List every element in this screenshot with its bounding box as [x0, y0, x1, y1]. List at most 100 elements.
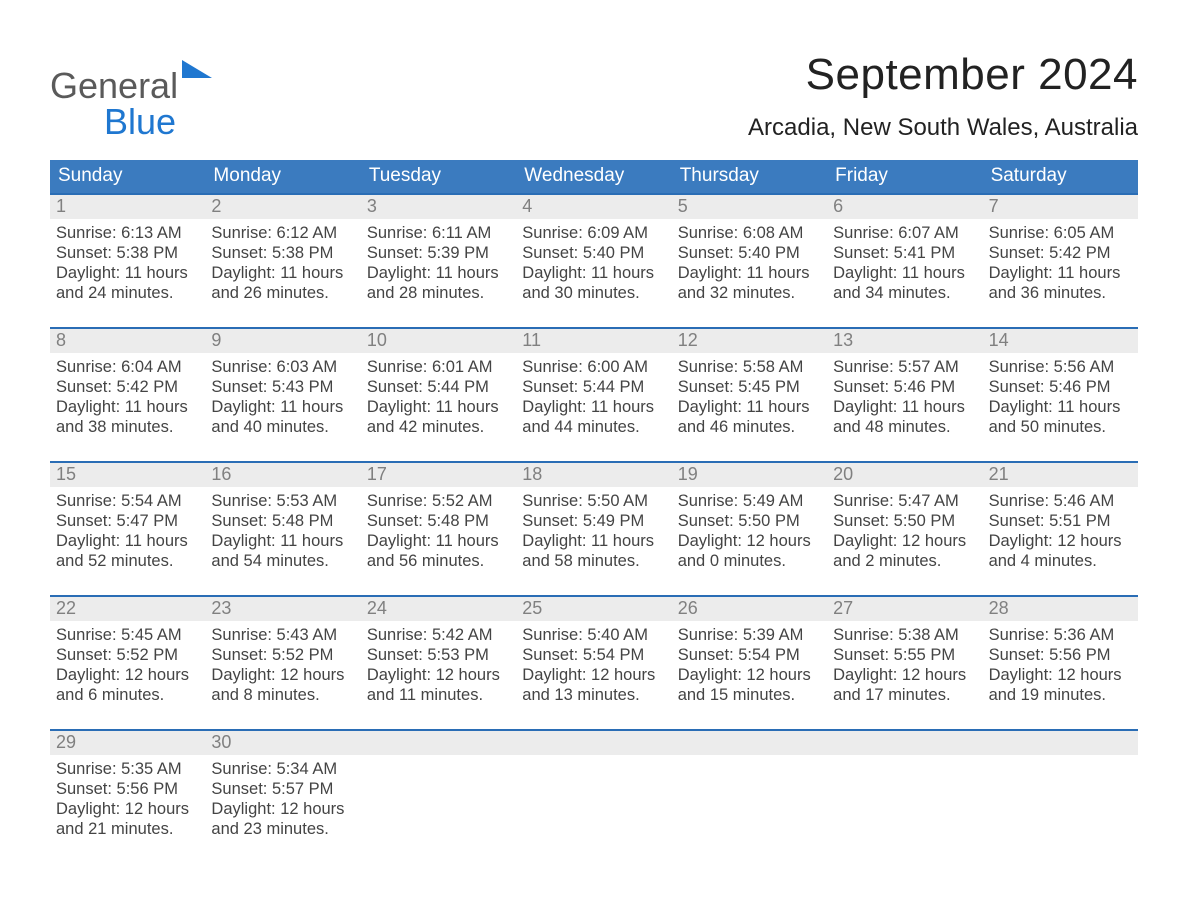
day-cell: 17Sunrise: 5:52 AMSunset: 5:48 PMDayligh…	[361, 463, 516, 581]
day-cell: 9Sunrise: 6:03 AMSunset: 5:43 PMDaylight…	[205, 329, 360, 447]
day-body: Sunrise: 6:09 AMSunset: 5:40 PMDaylight:…	[516, 219, 671, 308]
daylight-line: Daylight: 12 hours and 23 minutes.	[211, 799, 354, 839]
day-cell	[983, 731, 1138, 849]
location: Arcadia, New South Wales, Australia	[748, 114, 1138, 142]
day-number: 28	[983, 597, 1138, 621]
sunrise-line: Sunrise: 5:49 AM	[678, 491, 821, 511]
day-body: Sunrise: 5:52 AMSunset: 5:48 PMDaylight:…	[361, 487, 516, 576]
sunrise-line: Sunrise: 6:13 AM	[56, 223, 199, 243]
daylight-line: Daylight: 12 hours and 11 minutes.	[367, 665, 510, 705]
day-body: Sunrise: 5:49 AMSunset: 5:50 PMDaylight:…	[672, 487, 827, 576]
daylight-line: Daylight: 11 hours and 58 minutes.	[522, 531, 665, 571]
sunrise-line: Sunrise: 5:34 AM	[211, 759, 354, 779]
daylight-line: Daylight: 11 hours and 24 minutes.	[56, 263, 199, 303]
sunrise-line: Sunrise: 6:07 AM	[833, 223, 976, 243]
logo-word-2: Blue	[104, 101, 176, 142]
day-number: 23	[205, 597, 360, 621]
dow-cell: Saturday	[983, 160, 1138, 193]
day-number: 17	[361, 463, 516, 487]
day-cell: 23Sunrise: 5:43 AMSunset: 5:52 PMDayligh…	[205, 597, 360, 715]
day-number	[361, 731, 516, 755]
daylight-line: Daylight: 11 hours and 46 minutes.	[678, 397, 821, 437]
day-cell: 27Sunrise: 5:38 AMSunset: 5:55 PMDayligh…	[827, 597, 982, 715]
day-number: 30	[205, 731, 360, 755]
daylight-line: Daylight: 12 hours and 13 minutes.	[522, 665, 665, 705]
dow-header: SundayMondayTuesdayWednesdayThursdayFrid…	[50, 160, 1138, 193]
dow-cell: Sunday	[50, 160, 205, 193]
day-number: 2	[205, 195, 360, 219]
day-cell: 25Sunrise: 5:40 AMSunset: 5:54 PMDayligh…	[516, 597, 671, 715]
daylight-line: Daylight: 12 hours and 21 minutes.	[56, 799, 199, 839]
sunrise-line: Sunrise: 5:43 AM	[211, 625, 354, 645]
day-number: 15	[50, 463, 205, 487]
day-number: 18	[516, 463, 671, 487]
week-row: 15 Sunrise: 5:54 AMSunset: 5:47 PM Dayligh…	[50, 461, 1138, 581]
sunrise-line: Sunrise: 6:12 AM	[211, 223, 354, 243]
daylight-line: Daylight: 12 hours and 0 minutes.	[678, 531, 821, 571]
sunset-line: Sunset: 5:46 PM	[989, 377, 1132, 397]
week-row: 8Sunrise: 6:04 AMSunset: 5:42 PMDaylight…	[50, 327, 1138, 447]
daylight-line: Daylight: 11 hours and 30 minutes.	[522, 263, 665, 303]
sunset-line: Sunset: 5:41 PM	[833, 243, 976, 263]
daylight-line: Daylight: 11 hours and 38 minutes.	[56, 397, 199, 437]
day-body: Sunrise: 5:53 AMSunset: 5:48 PMDaylight:…	[205, 487, 360, 576]
day-number: 11	[516, 329, 671, 353]
daylight-line: Daylight: 11 hours and 40 minutes.	[211, 397, 354, 437]
sunrise-line: Sunrise: 6:04 AM	[56, 357, 199, 377]
sunrise-line: Sunrise: 5:54 AM	[56, 491, 199, 511]
day-number: 3	[361, 195, 516, 219]
day-cell: 5Sunrise: 6:08 AMSunset: 5:40 PMDaylight…	[672, 195, 827, 313]
daylight-line: Daylight: 11 hours and 26 minutes.	[211, 263, 354, 303]
day-body: Sunrise: 6:13 AMSunset: 5:38 PMDaylight:…	[50, 219, 205, 308]
daylight-line: Daylight: 12 hours and 2 minutes.	[833, 531, 976, 571]
sunset-line: Sunset: 5:48 PM	[367, 511, 510, 531]
day-body: Sunrise: 5:57 AMSunset: 5:46 PMDaylight:…	[827, 353, 982, 442]
sunrise-line: Sunrise: 5:40 AM	[522, 625, 665, 645]
sunset-line: Sunset: 5:57 PM	[211, 779, 354, 799]
daylight-line: Daylight: 11 hours and 28 minutes.	[367, 263, 510, 303]
sunrise-line: Sunrise: 5:53 AM	[211, 491, 354, 511]
day-cell	[672, 731, 827, 849]
sunrise-line: Sunrise: 5:35 AM	[56, 759, 199, 779]
day-body: Sunrise: 5:45 AMSunset: 5:52 PMDaylight:…	[50, 621, 205, 710]
week-row: 29Sunrise: 5:35 AMSunset: 5:56 PMDayligh…	[50, 729, 1138, 849]
day-body: Sunrise: 5:35 AMSunset: 5:56 PMDaylight:…	[50, 755, 205, 844]
sunrise-line: Sunrise: 5:58 AM	[678, 357, 821, 377]
sunset-line: Sunset: 5:56 PM	[989, 645, 1132, 665]
sunset-line: Sunset: 5:56 PM	[56, 779, 199, 799]
day-cell: 10Sunrise: 6:01 AMSunset: 5:44 PMDayligh…	[361, 329, 516, 447]
sunset-line: Sunset: 5:46 PM	[833, 377, 976, 397]
sunset-line: Sunset: 5:42 PM	[56, 377, 199, 397]
daylight-line: Daylight: 12 hours and 17 minutes.	[833, 665, 976, 705]
day-cell: 19Sunrise: 5:49 AMSunset: 5:50 PMDayligh…	[672, 463, 827, 581]
sunset-line: Sunset: 5:50 PM	[678, 511, 821, 531]
day-body: Sunrise: 5:42 AMSunset: 5:53 PMDaylight:…	[361, 621, 516, 710]
daylight-line: Daylight: 11 hours and 56 minutes.	[367, 531, 510, 571]
day-body: Sunrise: 6:07 AMSunset: 5:41 PMDaylight:…	[827, 219, 982, 308]
daylight-line: Daylight: 11 hours and 32 minutes.	[678, 263, 821, 303]
sunrise-line: Sunrise: 5:38 AM	[833, 625, 976, 645]
day-body: Sunrise: 6:11 AMSunset: 5:39 PMDaylight:…	[361, 219, 516, 308]
day-number	[516, 731, 671, 755]
sunset-line: Sunset: 5:43 PM	[211, 377, 354, 397]
day-body: Sunrise: 6:03 AMSunset: 5:43 PMDaylight:…	[205, 353, 360, 442]
day-cell: 7Sunrise: 6:05 AMSunset: 5:42 PMDaylight…	[983, 195, 1138, 313]
day-cell	[361, 731, 516, 849]
daylight-line: Daylight: 11 hours and 48 minutes.	[833, 397, 976, 437]
day-cell: 26Sunrise: 5:39 AMSunset: 5:54 PMDayligh…	[672, 597, 827, 715]
calendar: SundayMondayTuesdayWednesdayThursdayFrid…	[50, 160, 1138, 849]
sunrise-line: Sunrise: 5:42 AM	[367, 625, 510, 645]
day-body: Sunrise: 6:12 AMSunset: 5:38 PMDaylight:…	[205, 219, 360, 308]
sunrise-line: Sunrise: 6:09 AM	[522, 223, 665, 243]
day-cell: 22Sunrise: 5:45 AMSunset: 5:52 PMDayligh…	[50, 597, 205, 715]
day-cell: 24Sunrise: 5:42 AMSunset: 5:53 PMDayligh…	[361, 597, 516, 715]
week-row: 1Sunrise: 6:13 AMSunset: 5:38 PMDaylight…	[50, 193, 1138, 313]
sunset-line: Sunset: 5:51 PM	[989, 511, 1132, 531]
sunset-line: Sunset: 5:52 PM	[56, 645, 199, 665]
sunset-line: Sunset: 5:47 PM	[56, 511, 199, 531]
day-body: Sunrise: 5:40 AMSunset: 5:54 PMDaylight:…	[516, 621, 671, 710]
daylight-line: Daylight: 12 hours and 6 minutes.	[56, 665, 199, 705]
day-body: Sunrise: 5:56 AMSunset: 5:46 PMDaylight:…	[983, 353, 1138, 442]
dow-cell: Friday	[827, 160, 982, 193]
sunrise-line: Sunrise: 5:46 AM	[989, 491, 1132, 511]
